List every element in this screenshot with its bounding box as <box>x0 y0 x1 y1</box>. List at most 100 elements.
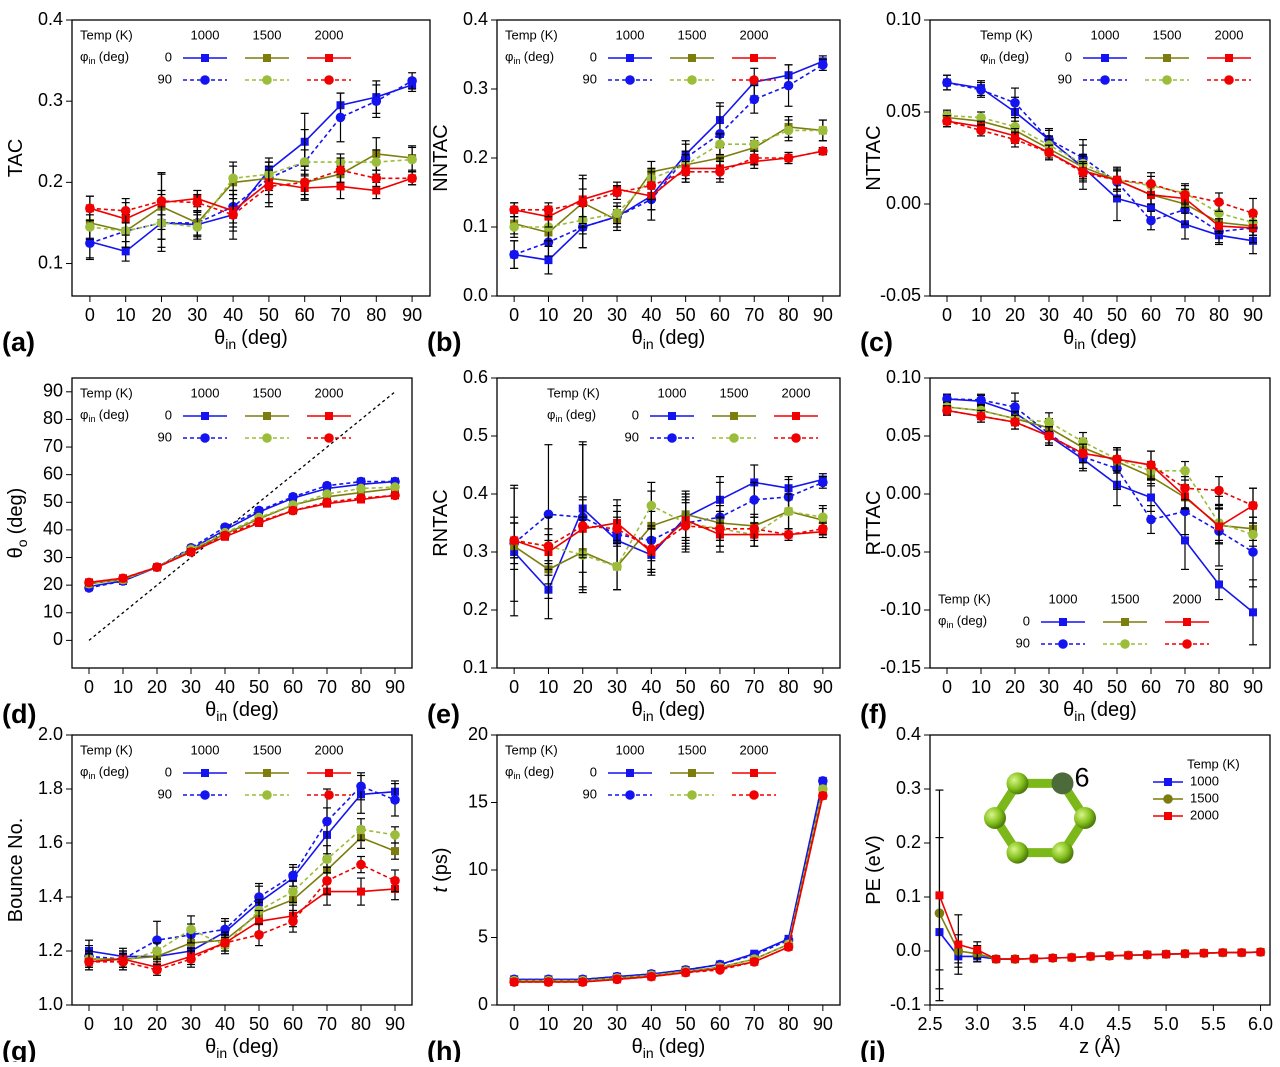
marker <box>681 167 691 177</box>
legend-row-title: φin(deg) <box>980 49 1029 66</box>
legend-row-title-part: (deg) <box>524 764 554 779</box>
marker <box>687 75 697 85</box>
marker <box>391 847 399 855</box>
y-tick-label: 0.00 <box>886 483 921 503</box>
marker <box>749 524 759 534</box>
marker <box>509 250 519 260</box>
legend-row-title-part: φ <box>505 764 513 779</box>
x-tick-label: 40 <box>1073 305 1093 325</box>
marker <box>992 955 1000 963</box>
y-tick-label: 0.1 <box>463 657 488 677</box>
x-tick-label: 70 <box>744 305 764 325</box>
y-tick-label: 0.3 <box>896 778 921 798</box>
x-tick-label: 60 <box>1141 677 1161 697</box>
marker <box>1164 778 1172 786</box>
y-axis-label-part: o <box>14 539 30 547</box>
series-line <box>947 121 1253 228</box>
marker <box>1249 608 1257 616</box>
y-tick-label: 0.0 <box>896 940 921 960</box>
marker <box>322 854 332 864</box>
legend-row-title-part: (deg) <box>99 764 129 779</box>
marker <box>84 957 94 967</box>
marker <box>715 965 725 975</box>
legend-row-title: φin(deg) <box>80 764 129 781</box>
marker <box>390 491 400 501</box>
y-tick-label: 1.8 <box>38 778 63 798</box>
marker <box>1078 168 1088 178</box>
marker <box>1200 949 1208 957</box>
marker <box>818 512 828 522</box>
y-tick-label: 0.3 <box>463 78 488 98</box>
y-tick-label: 50 <box>43 491 63 511</box>
legend-column: 1000 <box>658 385 687 400</box>
marker <box>1215 580 1223 588</box>
marker <box>390 795 400 805</box>
marker <box>186 925 196 935</box>
x-tick-label: 0 <box>84 677 94 697</box>
legend-row-title: φin(deg) <box>505 764 554 781</box>
legend-column: 1000 <box>616 742 645 757</box>
marker <box>288 871 298 881</box>
panel-label: (i) <box>860 1036 885 1062</box>
x-tick-label: 20 <box>1005 305 1025 325</box>
marker <box>288 917 298 927</box>
marker <box>784 942 794 952</box>
series-line <box>947 399 1253 612</box>
legend-row-title: φin(deg) <box>80 49 129 66</box>
legend-column: 1000 <box>191 27 220 42</box>
y-tick-label: 0.1 <box>463 216 488 236</box>
x-axis-label-part: (deg) <box>232 1036 279 1058</box>
legend-label: 1500 <box>1190 790 1219 805</box>
marker <box>942 406 952 416</box>
marker <box>612 562 622 572</box>
series-line <box>947 121 1253 213</box>
marker <box>935 891 943 899</box>
x-axis-label-part: θ <box>1063 699 1074 721</box>
marker <box>193 222 203 232</box>
x-tick-label: 6.0 <box>1248 1014 1273 1034</box>
x-tick-label: 50 <box>249 1014 269 1034</box>
y-axis-label: PE(eV) <box>863 835 885 904</box>
marker <box>784 126 794 136</box>
x-tick-label: 70 <box>1175 677 1195 697</box>
series-line <box>939 895 1260 959</box>
marker <box>372 186 380 194</box>
marker <box>1238 949 1246 957</box>
panel-label: (a) <box>2 327 35 357</box>
series-line <box>90 160 412 232</box>
x-tick-label: 70 <box>1175 305 1195 325</box>
legend-row-title: φin(deg) <box>547 407 596 424</box>
y-tick-label: 5 <box>478 926 488 946</box>
marker <box>612 975 622 985</box>
y-axis-label-part: θ <box>5 547 27 558</box>
legend-row-title: φin(deg) <box>80 407 129 424</box>
legend-column: 2000 <box>315 742 344 757</box>
marker <box>254 517 264 527</box>
series-line <box>947 411 1253 506</box>
x-tick-label: 20 <box>147 1014 167 1034</box>
marker <box>626 769 634 777</box>
marker <box>322 876 332 886</box>
marker <box>715 167 725 177</box>
x-tick-label: 90 <box>385 677 405 697</box>
legend-row: 90 <box>158 786 172 801</box>
marker <box>544 256 552 264</box>
panel-label: (g) <box>2 1036 36 1062</box>
legend-title: Temp (K) <box>980 27 1033 42</box>
legend-row: 90 <box>1058 71 1072 86</box>
y-axis-label: Bounce No. <box>5 818 27 923</box>
legend-column: 1500 <box>253 742 282 757</box>
legend-label: 2000 <box>1190 807 1219 822</box>
plot-frame <box>930 735 1270 1005</box>
x-tick-label: 90 <box>1243 677 1263 697</box>
marker <box>578 521 588 531</box>
marker <box>976 395 986 405</box>
series-line <box>514 526 823 549</box>
marker <box>356 825 366 835</box>
x-tick-label: 80 <box>779 305 799 325</box>
x-axis-label: θin(deg) <box>205 699 279 723</box>
x-tick-label: 30 <box>181 677 201 697</box>
x-tick-label: 70 <box>317 677 337 697</box>
y-tick-label: 0 <box>478 994 488 1014</box>
y-tick-label: 0.2 <box>463 147 488 167</box>
